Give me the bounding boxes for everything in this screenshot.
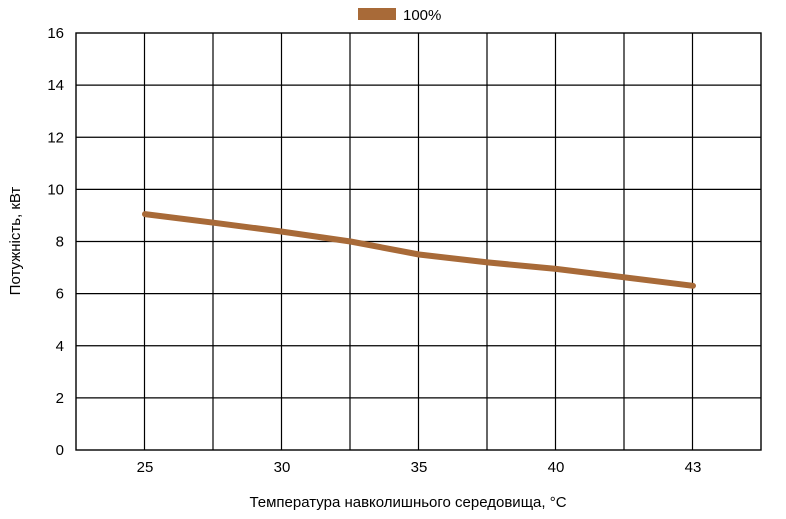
y-tick-label: 10 — [47, 181, 64, 198]
x-tick-label: 25 — [137, 459, 154, 476]
y-tick-label: 16 — [47, 25, 64, 42]
y-tick-label: 6 — [56, 286, 64, 303]
y-axis-ticks: 0 2 4 6 8 10 12 14 16 — [47, 25, 64, 459]
series-line-100 — [142, 211, 696, 289]
y-axis-label: Потужність, кВт — [7, 187, 24, 296]
legend-swatch-100 — [358, 8, 396, 20]
legend: 100% — [358, 7, 441, 24]
x-tick-label: 43 — [685, 459, 702, 476]
x-axis-label: Температура навколишнього середовища, °C — [249, 494, 566, 511]
x-tick-label: 30 — [274, 459, 291, 476]
x-axis-ticks: 25 30 35 40 43 — [137, 459, 702, 476]
x-tick-label: 40 — [548, 459, 565, 476]
y-tick-label: 14 — [47, 77, 64, 94]
y-tick-label: 4 — [56, 338, 64, 355]
plot-grid — [76, 33, 761, 450]
y-tick-label: 8 — [56, 234, 64, 251]
x-tick-label: 35 — [411, 459, 428, 476]
y-tick-label: 12 — [47, 129, 64, 146]
y-tick-label: 2 — [56, 390, 64, 407]
legend-label-100: 100% — [403, 7, 441, 24]
y-tick-label: 0 — [56, 442, 64, 459]
plot-frame — [75, 32, 762, 451]
